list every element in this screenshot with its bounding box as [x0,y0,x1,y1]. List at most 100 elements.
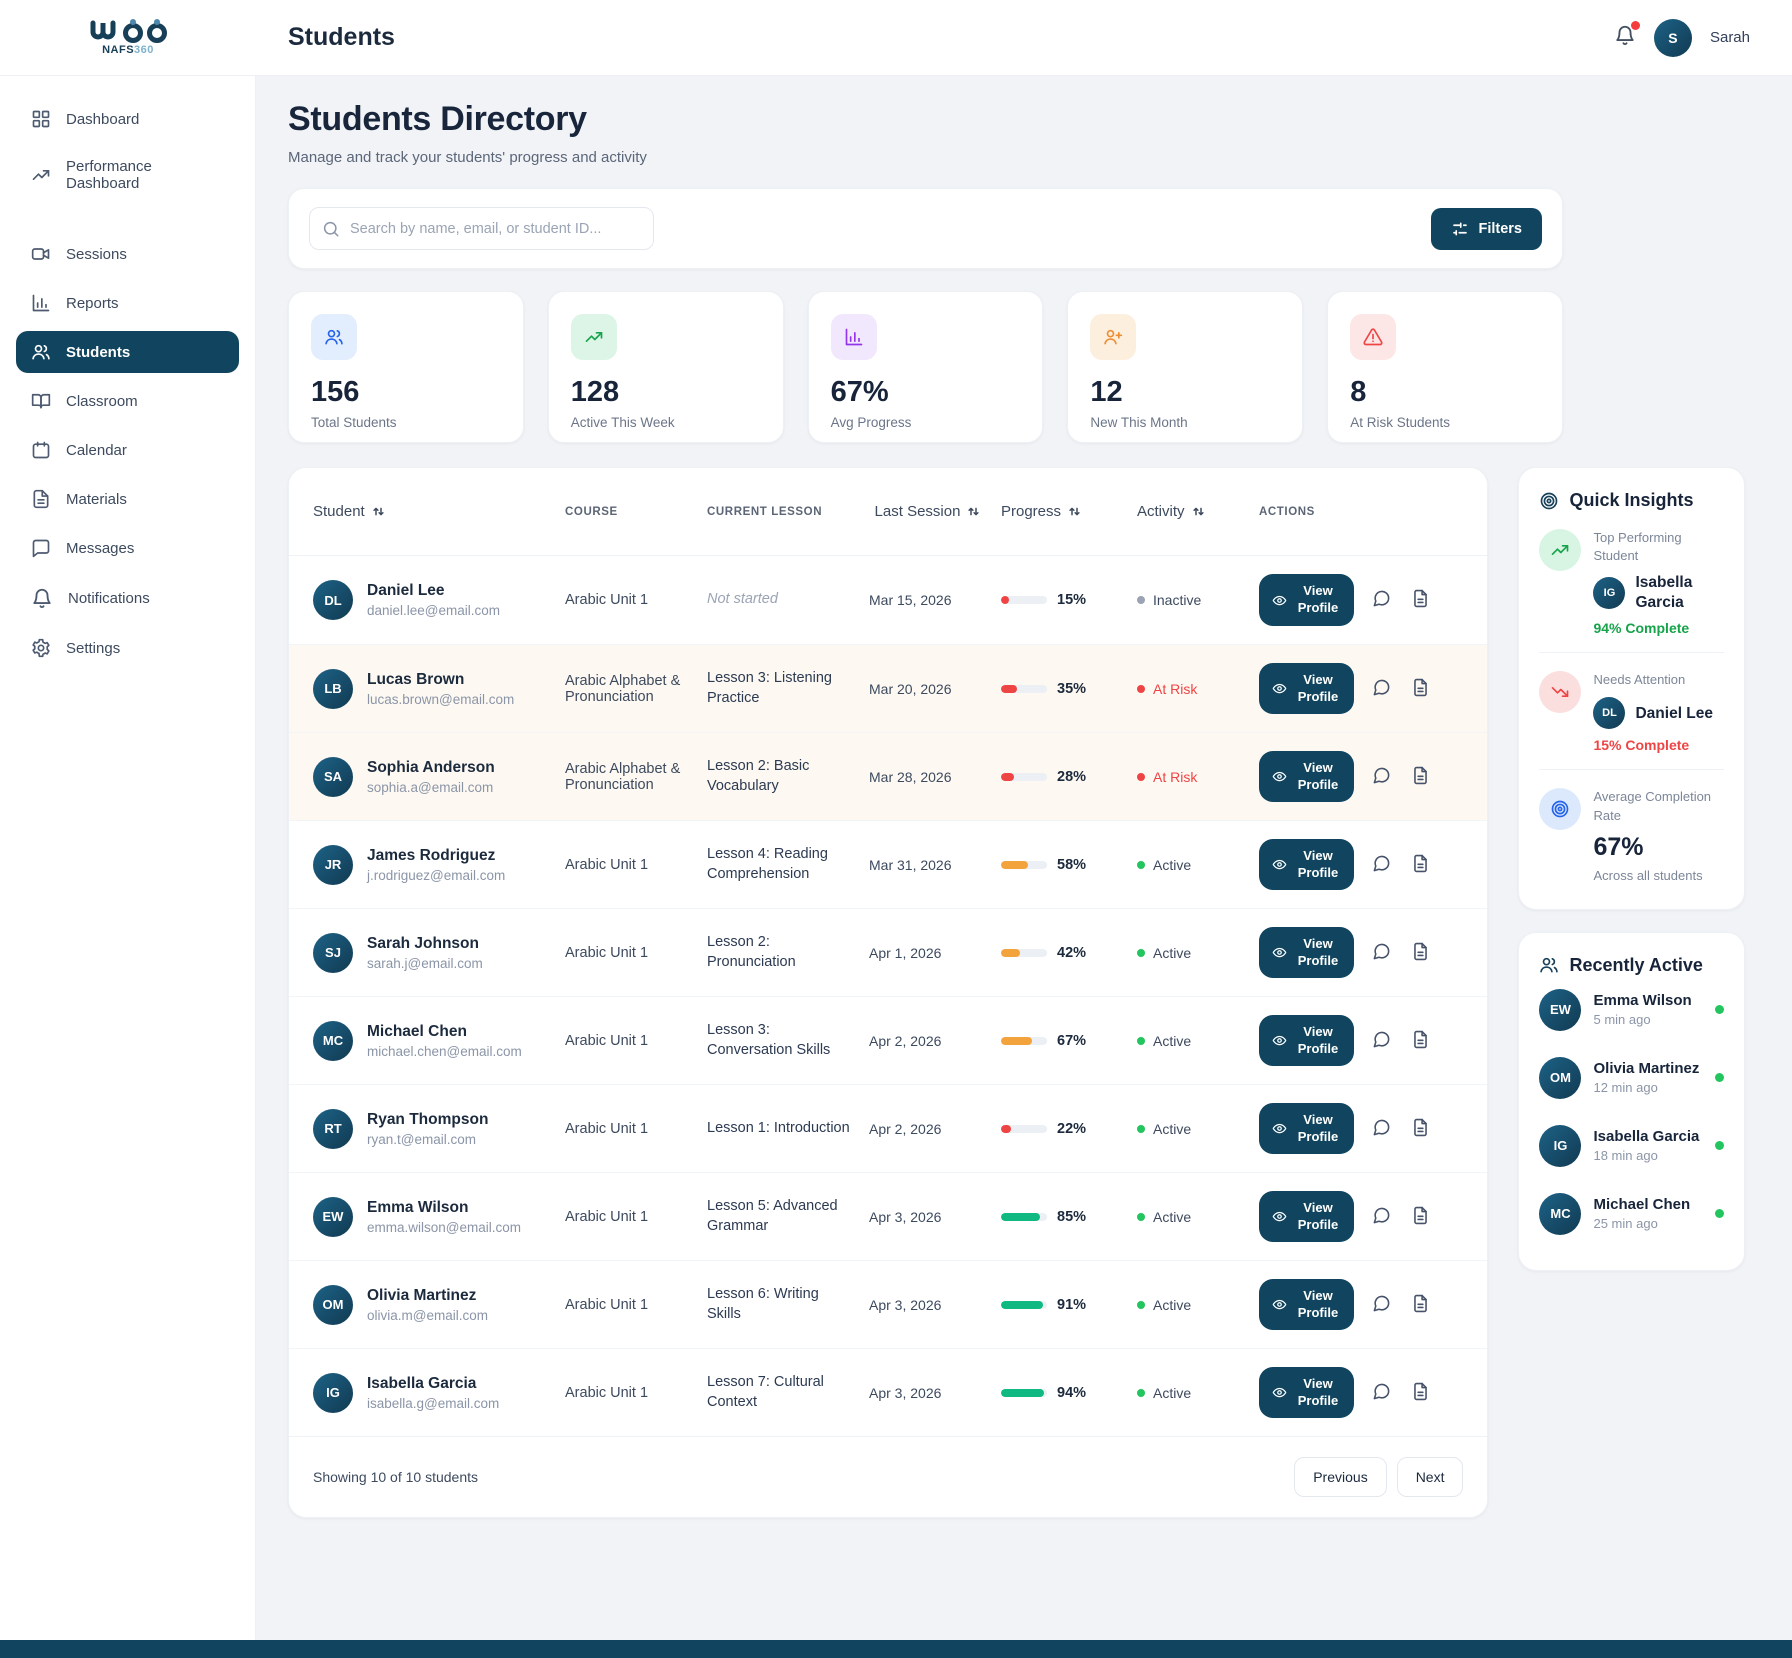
student-report-button[interactable] [1409,1204,1432,1230]
stat-label: Avg Progress [830,415,912,430]
message-student-button[interactable] [1370,587,1393,613]
message-student-button[interactable] [1370,764,1393,790]
activity-status-dot [1137,1300,1145,1309]
column-label: Student [313,503,365,520]
view-profile-button[interactable]: View Profile [1259,838,1354,891]
view-profile-button[interactable]: View Profile [1259,662,1354,715]
online-status-dot [1715,1209,1724,1219]
course-cell: Arabic Unit 1 [565,944,649,961]
online-status-dot [1715,1073,1724,1083]
trend-down-icon [1539,671,1582,714]
current-lesson-cell: Lesson 6: Writing Skills [707,1285,819,1322]
message-student-button[interactable] [1370,1380,1393,1406]
message-student-button[interactable] [1370,1028,1393,1054]
student-report-button[interactable] [1409,1380,1432,1406]
user-avatar[interactable]: S [1653,18,1692,57]
view-profile-button[interactable]: View Profile [1259,1278,1354,1331]
table-footer: Showing 10 of 10 students Previous Next [289,1436,1488,1517]
view-profile-button[interactable]: View Profile [1259,750,1354,803]
sidebar-item-settings[interactable]: Settings [16,627,239,669]
student-email: michael.chen@email.com [367,1043,522,1059]
student-report-button[interactable] [1409,764,1432,790]
sidebar-item-calendar[interactable]: Calendar [16,429,239,471]
average-completion-value: 67% [1593,832,1644,861]
sidebar-item-performance-dashboard[interactable]: Performance Dashboard [16,147,239,203]
previous-page-button[interactable]: Previous [1294,1457,1387,1497]
current-lesson-cell: Lesson 2: Basic Vocabulary [707,757,810,794]
progress-bar [1001,1212,1047,1221]
student-report-button[interactable] [1409,587,1432,613]
student-email: emma.wilson@email.com [367,1219,521,1235]
activity-cell: Active [1137,945,1245,961]
column-header-activity[interactable]: Activity [1137,503,1245,520]
activity-status-dot [1137,1124,1145,1133]
student-report-button[interactable] [1409,1292,1432,1318]
student-report-button[interactable] [1409,1028,1432,1054]
recently-active-time: 18 min ago [1593,1148,1658,1164]
view-profile-button[interactable]: View Profile [1259,926,1354,979]
progress-fill [1001,1124,1012,1133]
next-page-button[interactable]: Next [1396,1457,1464,1497]
sidebar-item-classroom[interactable]: Classroom [16,380,239,422]
view-profile-button[interactable]: View Profile [1259,1190,1354,1243]
progress-bar [1001,684,1047,693]
table-row: LB Lucas Brown lucas.brown@email.com Arabic… [289,644,1488,732]
recently-active-item: IG Isabella Garcia 18 min ago [1539,1112,1724,1180]
view-profile-label: View Profile [1297,847,1339,880]
student-name: Ryan Thompson [367,1110,489,1128]
last-session-cell: Mar 20, 2026 [869,680,952,697]
eye-icon [1272,945,1287,960]
avatar: OM [1539,1056,1582,1099]
recently-active-item: OM Olivia Martinez 12 min ago [1539,1044,1724,1112]
message-student-button[interactable] [1370,1292,1393,1318]
stat-label: Total Students [311,415,397,430]
column-header-progress[interactable]: Progress [1001,503,1123,520]
student-report-button[interactable] [1409,940,1432,966]
message-student-button[interactable] [1370,1204,1393,1230]
users-icon [311,314,357,360]
view-profile-button[interactable]: View Profile [1259,1014,1354,1067]
search-input[interactable] [309,207,654,250]
page-subtitle: Manage and track your students' progress… [288,149,647,166]
sidebar-item-students[interactable]: Students [16,331,239,373]
notifications-bell-icon[interactable] [1614,21,1640,51]
student-report-button[interactable] [1409,1116,1432,1142]
insight-top-performer: Top Performing Student IG Isabella Garci… [1539,511,1724,654]
column-header-last-session[interactable]: Last Session [869,503,987,520]
message-student-button[interactable] [1370,852,1393,878]
student-report-button[interactable] [1409,676,1432,702]
bar-chart-icon [830,314,877,360]
sidebar-item-sessions[interactable]: Sessions [16,233,239,275]
message-student-button[interactable] [1370,676,1393,702]
recently-active-item: MC Michael Chen 25 min ago [1539,1180,1724,1248]
activity-status-dot [1137,772,1145,781]
sidebar-item-messages[interactable]: Messages [16,527,239,569]
message-student-button[interactable] [1370,940,1393,966]
recently-active-title: Recently Active [1569,954,1703,975]
student-report-button[interactable] [1409,852,1432,878]
sidebar-item-reports[interactable]: Reports [16,282,239,324]
message-student-button[interactable] [1370,1116,1393,1142]
sidebar-item-notifications[interactable]: Notifications [16,576,239,620]
sidebar-item-dashboard[interactable]: Dashboard [16,98,239,140]
course-cell: Arabic Unit 1 [565,1296,649,1313]
search-toolbar: Filters [288,188,1563,269]
avatar: RT [313,1108,353,1149]
activity-status-dot [1137,1212,1145,1221]
progress-cell: 91% [1001,1297,1123,1313]
view-profile-button[interactable]: View Profile [1259,574,1354,626]
column-header-student[interactable]: Student [313,503,551,520]
progress-value: 67% [1057,1032,1087,1049]
activity-status-label: At Risk [1153,768,1198,785]
view-profile-button[interactable]: View Profile [1259,1366,1354,1419]
avatar: SJ [313,932,353,973]
stat-card-avg-progress: 67% Avg Progress [807,291,1044,443]
calendar-icon [31,440,51,460]
eye-icon [1272,857,1287,872]
filters-button[interactable]: Filters [1431,207,1542,250]
stat-label: Active This Week [570,415,675,430]
view-profile-button[interactable]: View Profile [1259,1102,1354,1155]
sidebar-item-materials[interactable]: Materials [16,478,239,520]
stat-card-at-risk-students: 8 At Risk Students [1327,291,1563,443]
table-row: DL Daniel Lee daniel.lee@email.com Arabic U… [289,556,1487,644]
